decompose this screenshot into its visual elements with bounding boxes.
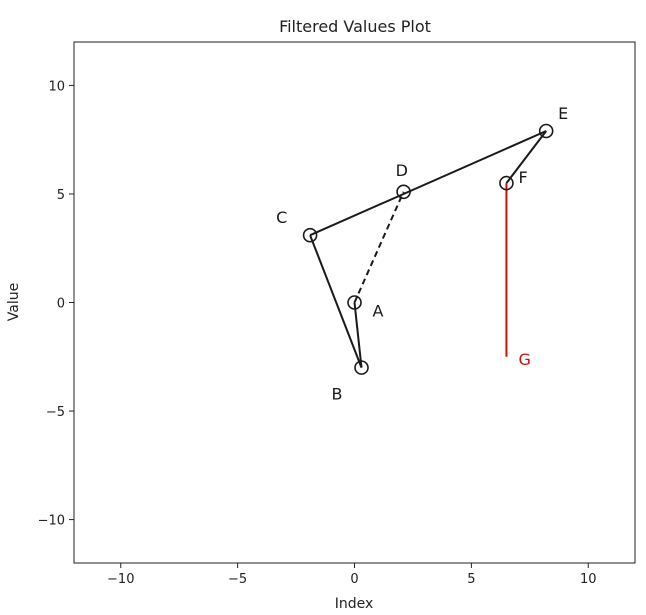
x-tick-label: −5	[228, 572, 247, 587]
chart-title: Filtered Values Plot	[279, 17, 431, 36]
segment-c-e	[309, 130, 547, 237]
point-marker-c	[302, 227, 318, 243]
point-marker-f	[499, 175, 514, 191]
point-label-e: E	[558, 104, 568, 123]
x-tick-label: −10	[107, 572, 134, 587]
point-label-a: A	[373, 302, 384, 321]
point-label-f: F	[518, 168, 527, 187]
vertical-line-group: G	[505, 183, 531, 369]
point-label-b: B	[332, 385, 343, 404]
point-label-c: C	[276, 208, 287, 227]
y-tick-label: −5	[46, 405, 65, 420]
y-tick-label: 5	[57, 188, 65, 203]
y-tick-label: 0	[57, 297, 65, 312]
x-tick-label: 10	[580, 572, 597, 587]
segment-b-c	[309, 234, 363, 368]
x-axis-ticks: −10 −5 0 5 10	[107, 563, 597, 587]
segment-a-d	[353, 191, 405, 303]
point-marker-b	[354, 360, 369, 375]
x-tick-label: 5	[467, 572, 475, 587]
y-tick-label: −10	[38, 514, 65, 529]
x-tick-label: 0	[350, 572, 358, 587]
y-axis-title: Value	[6, 283, 22, 321]
y-tick-label: 10	[48, 79, 65, 94]
point-marker-d	[396, 184, 411, 200]
segment-a-b	[353, 302, 363, 368]
x-axis-title: Index	[335, 596, 374, 612]
point-label-g: G	[518, 350, 530, 369]
y-axis-ticks: −10 −5 0 5 10	[38, 79, 74, 529]
point-label-d: D	[396, 161, 408, 180]
segment-e-f	[505, 130, 547, 184]
point-marker-e	[538, 123, 554, 139]
line-segments	[309, 130, 547, 368]
data-points: A B C D E F	[276, 104, 568, 404]
point-marker-a	[347, 295, 362, 310]
